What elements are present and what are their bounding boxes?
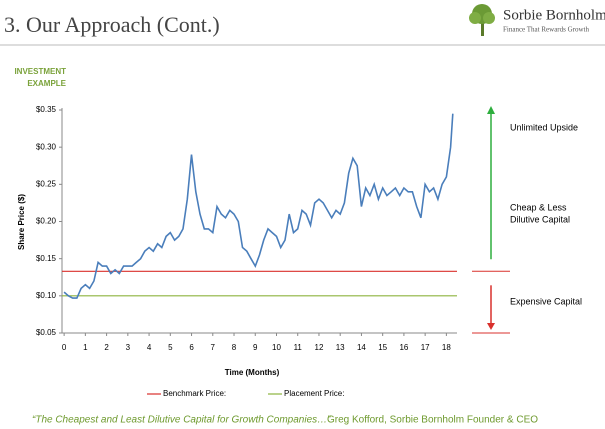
logo-tagline: Finance That Rewards Growth [503,26,589,34]
x-tick-label: 9 [253,343,258,352]
x-tick-label: 12 [315,343,324,352]
x-tick-label: 14 [357,343,366,352]
x-tick-label: 3 [126,343,131,352]
x-tick-label: 18 [442,343,451,352]
x-tick-label: 17 [421,343,430,352]
slide-title: 3. Our Approach (Cont.) [4,12,220,37]
x-tick-label: 15 [378,343,387,352]
x-tick-label: 10 [272,343,281,352]
x-tick-label: 0 [62,343,67,352]
logo-tree [469,4,495,36]
annotation: Cheap & Less [510,202,567,212]
x-tick-label: 1 [83,343,88,352]
price-line [63,113,454,299]
x-tick-label: 16 [399,343,408,352]
quote-author: Greg Kofford, Sorbie Bornholm Founder & … [327,415,538,426]
x-tick-label: 4 [147,343,152,352]
upside-arrowhead [487,106,495,114]
logo-name: Sorbie Bornholm [503,7,605,23]
y-axis-label: Share Price ($) [17,194,26,250]
y-tick-label: $0.15 [36,254,57,263]
section-label: INVESTMENT [14,67,66,76]
section-label: EXAMPLE [27,79,66,88]
x-tick-label: 11 [294,343,303,352]
y-tick-label: $0.30 [36,142,57,151]
legend-label: Benchmark Price: [163,389,226,398]
x-tick-label: 2 [104,343,109,352]
y-tick-label: $0.35 [36,105,57,114]
x-tick-label: 6 [189,343,194,352]
x-axis-label: Time (Months) [225,368,280,377]
x-tick-label: 5 [168,343,173,352]
y-tick-label: $0.10 [36,291,57,300]
x-tick-label: 7 [211,343,216,352]
annotation: Expensive Capital [510,296,582,306]
y-tick-label: $0.05 [36,328,57,337]
annotation: Unlimited Upside [510,122,578,132]
annotation: Dilutive Capital [510,214,570,224]
y-tick-label: $0.20 [36,217,57,226]
quote-text: “The Cheapest and Least Dilutive Capital… [32,415,331,426]
x-tick-label: 8 [232,343,237,352]
legend-label: Placement Price: [284,389,344,398]
x-tick-label: 13 [336,343,345,352]
y-tick-label: $0.25 [36,179,57,188]
downside-arrowhead [487,323,495,330]
